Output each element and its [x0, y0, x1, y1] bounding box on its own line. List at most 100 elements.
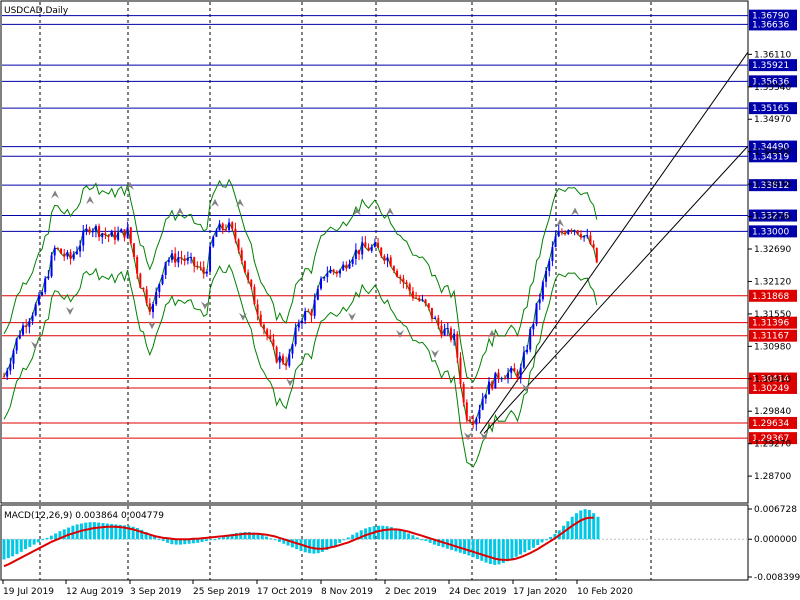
candle-body: [472, 421, 475, 425]
candle-body: [72, 254, 75, 259]
lower-band: [3, 263, 598, 468]
macd-bar: [424, 539, 428, 542]
macd-bar: [355, 532, 359, 540]
candle-body: [85, 228, 88, 232]
candle-body: [37, 295, 40, 305]
date-tick-label: 19 Jul 2019: [3, 587, 54, 597]
macd-bar: [15, 539, 19, 555]
macd-bar: [488, 539, 492, 564]
candle-body: [247, 272, 250, 280]
candle-body: [364, 242, 367, 248]
candle-body: [256, 304, 259, 315]
macd-bar: [428, 539, 432, 543]
macd-bar: [420, 539, 424, 541]
fractal-up-marker: [51, 190, 59, 199]
axes: 19 Jul 2019 12 Aug 2019 3 Sep 2019 25 Sep 2…: [2, 50, 800, 597]
macd-bar: [32, 539, 36, 545]
candle-body: [132, 243, 135, 257]
fractal-down-marker: [464, 432, 472, 441]
candle-body: [34, 304, 37, 316]
resistance-level-tag: [749, 102, 797, 115]
candle-body: [475, 418, 478, 425]
macd-bar: [269, 538, 273, 540]
candle-body: [443, 329, 446, 336]
candle-body: [177, 257, 180, 263]
macd-bar: [131, 526, 135, 540]
candle-body: [44, 278, 47, 293]
macd-bar: [359, 530, 363, 540]
price-tick-label: 1.30980: [754, 342, 791, 352]
macd-bar: [127, 525, 131, 540]
macd-bar: [497, 539, 501, 565]
candle-body: [307, 311, 310, 313]
candle-body: [155, 291, 158, 305]
fractal-down-marker: [148, 321, 156, 330]
macd-bar: [329, 539, 333, 548]
macd-bar: [247, 532, 251, 540]
candle-body: [6, 370, 9, 377]
candle-body: [117, 232, 120, 240]
resistance-level-value: 1.34319: [752, 152, 789, 162]
macd-bar: [394, 528, 398, 540]
support-level-tag: [749, 316, 797, 329]
candle-body: [351, 258, 354, 264]
price-tick-label: 1.30410: [754, 375, 791, 385]
macd-bar: [204, 539, 208, 542]
resistance-level-tag: [749, 140, 797, 153]
macd-bar: [24, 539, 28, 550]
candle-body: [465, 402, 468, 420]
resistance-level-tag: [749, 150, 797, 163]
macd-bar: [570, 516, 574, 540]
candle-body: [494, 372, 497, 389]
date-tick-label: 3 Sep 2019: [130, 587, 182, 597]
macd-bar: [510, 539, 514, 560]
macd-bar: [2, 539, 6, 560]
macd-bar: [260, 534, 264, 540]
candle-body: [243, 260, 246, 273]
candle-body: [180, 257, 183, 259]
candle-body: [15, 338, 18, 351]
candle-body: [354, 249, 357, 259]
candle-body: [56, 248, 59, 250]
macd-bar: [54, 533, 58, 540]
fractal-down-marker: [480, 432, 488, 441]
macd-bar: [484, 539, 488, 563]
price-tick-label: 1.29270: [754, 440, 791, 450]
candle-body: [538, 299, 541, 304]
fractal-down-marker: [348, 312, 356, 321]
candle-body: [462, 384, 465, 403]
macd-bar: [6, 539, 10, 559]
candle-body: [513, 368, 516, 372]
candle-body: [237, 239, 240, 251]
macd-bar: [123, 525, 127, 540]
resistance-level-tag: [749, 59, 797, 72]
resistance-level-value: 1.33000: [752, 227, 789, 237]
macd-bar: [592, 513, 596, 540]
macd-bar: [536, 539, 540, 546]
support-level-value: 1.31167: [752, 332, 789, 342]
macd-bar: [161, 539, 165, 542]
candles: [3, 218, 598, 431]
resistance-level-value: 1.36636: [752, 20, 789, 30]
macd-bar: [432, 539, 436, 545]
candle-body: [91, 230, 94, 233]
macd-bar: [290, 539, 294, 548]
candle-body: [215, 230, 218, 237]
resistance-level-tag: [749, 18, 797, 31]
candle-body: [129, 227, 132, 244]
candle-body: [25, 325, 28, 327]
candle-body: [190, 257, 193, 259]
candle-body: [297, 323, 300, 328]
price-tick-label: 1.36110: [754, 50, 791, 60]
date-tick-label: 17 Oct 2019: [257, 587, 313, 597]
candle-body: [164, 262, 167, 275]
price-tick-label: 1.33260: [754, 213, 791, 223]
candle-body: [218, 223, 221, 231]
candle-body: [88, 228, 91, 233]
macd-bar: [144, 532, 148, 540]
candle-body: [136, 256, 139, 274]
candle-body: [323, 276, 326, 279]
macd-bar: [325, 539, 329, 551]
macd-bar: [234, 532, 238, 540]
